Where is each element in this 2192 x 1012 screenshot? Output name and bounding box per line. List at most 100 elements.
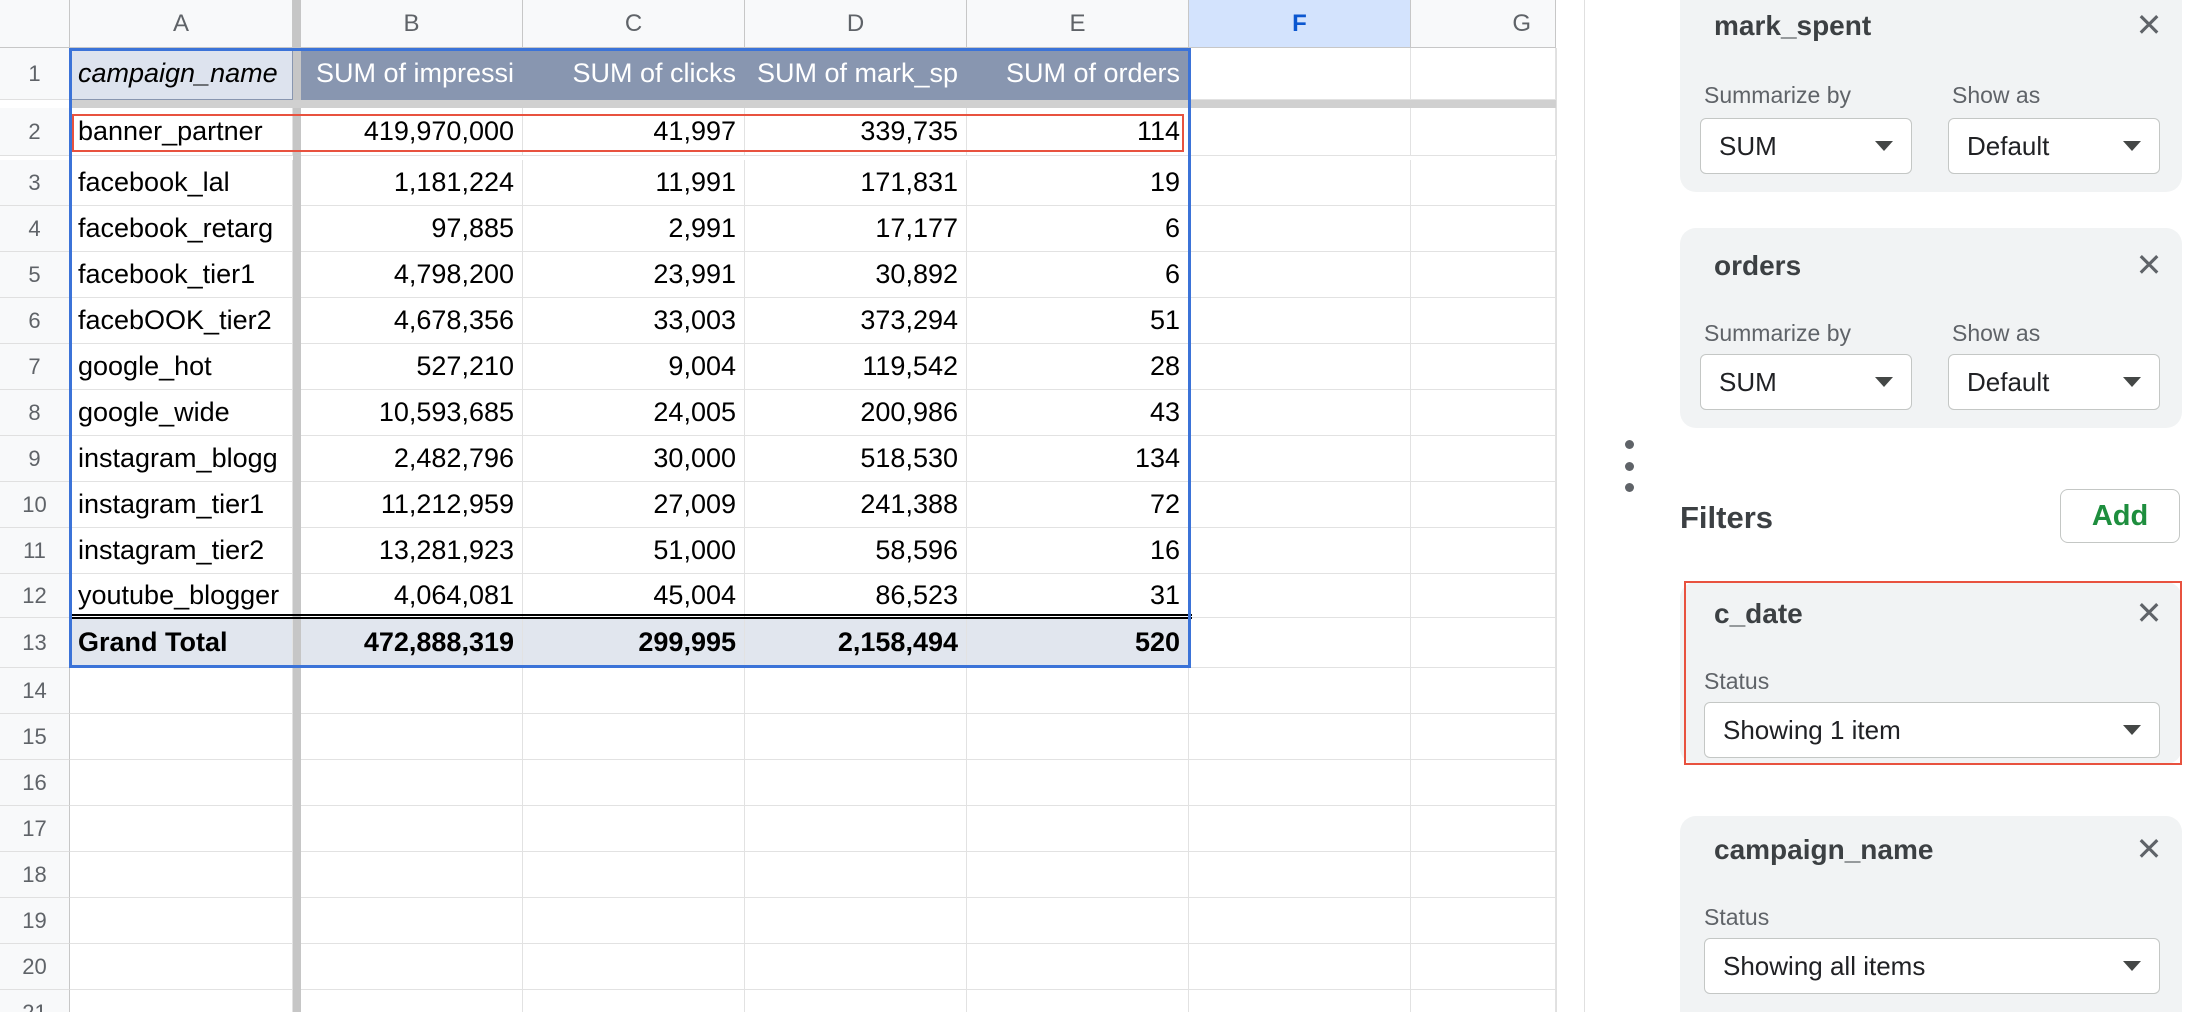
add-filter-button[interactable]: Add xyxy=(2060,489,2180,543)
row-header-5[interactable]: 5 xyxy=(0,252,70,298)
cell[interactable]: 31 xyxy=(967,574,1189,618)
empty-cell[interactable] xyxy=(1189,436,1411,482)
empty-cell[interactable] xyxy=(967,668,1189,714)
cell[interactable]: 16 xyxy=(967,528,1189,574)
row-header-12[interactable]: 12 xyxy=(0,574,70,618)
cell[interactable]: 33,003 xyxy=(523,298,745,344)
select-all-corner[interactable] xyxy=(0,0,70,48)
row-header-1[interactable]: 1 xyxy=(0,48,70,100)
row-header-20[interactable]: 20 xyxy=(0,944,70,990)
cell[interactable]: 339,735 xyxy=(745,108,967,156)
empty-cell[interactable] xyxy=(1411,898,1556,944)
cell[interactable]: campaign_name xyxy=(70,48,293,100)
empty-cell[interactable] xyxy=(1411,344,1556,390)
empty-cell[interactable] xyxy=(1411,390,1556,436)
cell[interactable]: 4,798,200 xyxy=(301,252,523,298)
row-header-2[interactable]: 2 xyxy=(0,108,70,156)
cell[interactable]: facebOOK_tier2 xyxy=(70,298,293,344)
cell[interactable]: 114 xyxy=(967,108,1189,156)
empty-cell[interactable] xyxy=(1189,714,1411,760)
empty-cell[interactable] xyxy=(301,898,523,944)
cell[interactable]: SUM of mark_sp xyxy=(745,48,967,100)
empty-cell[interactable] xyxy=(70,898,293,944)
cell[interactable]: 45,004 xyxy=(523,574,745,618)
cell[interactable]: 28 xyxy=(967,344,1189,390)
column-header-e[interactable]: E xyxy=(967,0,1189,48)
column-header-b[interactable]: B xyxy=(301,0,523,48)
empty-cell[interactable] xyxy=(70,760,293,806)
cell[interactable]: 241,388 xyxy=(745,482,967,528)
cell[interactable]: facebook_lal xyxy=(70,160,293,206)
empty-cell[interactable] xyxy=(1411,668,1556,714)
cell[interactable]: 11,991 xyxy=(523,160,745,206)
cell[interactable]: 24,005 xyxy=(523,390,745,436)
cell[interactable]: 9,004 xyxy=(523,344,745,390)
cell[interactable]: 1,181,224 xyxy=(301,160,523,206)
cell[interactable]: SUM of orders xyxy=(967,48,1189,100)
cell[interactable]: 119,542 xyxy=(745,344,967,390)
spreadsheet-grid[interactable]: A B C D E F G 1 2 3 4 5 6 7 8 9 10 11 12 13 14 15 16 17 1… xyxy=(0,0,1560,1012)
cell[interactable]: 30,000 xyxy=(523,436,745,482)
row-header-13[interactable]: 13 xyxy=(0,618,70,668)
empty-cell[interactable] xyxy=(967,852,1189,898)
row-header-18[interactable]: 18 xyxy=(0,852,70,898)
summarize-by-dropdown[interactable]: SUM xyxy=(1700,118,1912,174)
row-header-15[interactable]: 15 xyxy=(0,714,70,760)
column-header-f[interactable]: F xyxy=(1189,0,1411,48)
row-header-7[interactable]: 7 xyxy=(0,344,70,390)
row-header-4[interactable]: 4 xyxy=(0,206,70,252)
cell[interactable]: youtube_blogger xyxy=(70,574,293,618)
empty-cell[interactable] xyxy=(1411,252,1556,298)
empty-cell[interactable] xyxy=(745,806,967,852)
empty-cell[interactable] xyxy=(301,760,523,806)
cell[interactable]: 23,991 xyxy=(523,252,745,298)
empty-cell[interactable] xyxy=(745,714,967,760)
empty-cell[interactable] xyxy=(1189,344,1411,390)
cell[interactable]: google_wide xyxy=(70,390,293,436)
row-header-16[interactable]: 16 xyxy=(0,760,70,806)
empty-cell[interactable] xyxy=(1411,108,1556,156)
cell[interactable]: facebook_retarg xyxy=(70,206,293,252)
column-header-g[interactable]: G xyxy=(1411,0,1556,48)
cell[interactable]: 13,281,923 xyxy=(301,528,523,574)
empty-cell[interactable] xyxy=(523,668,745,714)
frozen-row-divider[interactable] xyxy=(70,100,1560,108)
cell[interactable]: 58,596 xyxy=(745,528,967,574)
cell[interactable]: 520 xyxy=(967,618,1189,668)
empty-cell[interactable] xyxy=(1189,944,1411,990)
cell[interactable]: banner_partner xyxy=(70,108,293,156)
cell[interactable]: 72 xyxy=(967,482,1189,528)
cell[interactable]: 472,888,319 xyxy=(301,618,523,668)
cell[interactable]: SUM of clicks xyxy=(523,48,745,100)
empty-cell[interactable] xyxy=(967,806,1189,852)
cell[interactable]: 51,000 xyxy=(523,528,745,574)
cell[interactable]: instagram_tier1 xyxy=(70,482,293,528)
empty-cell[interactable] xyxy=(523,990,745,1012)
empty-cell[interactable] xyxy=(1189,574,1411,618)
empty-cell[interactable] xyxy=(967,898,1189,944)
frozen-column-divider[interactable] xyxy=(293,0,301,1012)
empty-cell[interactable] xyxy=(1189,252,1411,298)
empty-cell[interactable] xyxy=(1189,390,1411,436)
empty-cell[interactable] xyxy=(523,714,745,760)
empty-cell[interactable] xyxy=(1189,852,1411,898)
vertical-scrollbar[interactable] xyxy=(1556,48,1560,1012)
empty-cell[interactable] xyxy=(1189,298,1411,344)
row-header-10[interactable]: 10 xyxy=(0,482,70,528)
row-header-14[interactable]: 14 xyxy=(0,668,70,714)
empty-cell[interactable] xyxy=(1411,482,1556,528)
empty-cell[interactable] xyxy=(745,944,967,990)
empty-cell[interactable] xyxy=(70,714,293,760)
empty-cell[interactable] xyxy=(745,760,967,806)
empty-cell[interactable] xyxy=(1411,298,1556,344)
empty-cell[interactable] xyxy=(1411,852,1556,898)
empty-cell[interactable] xyxy=(1189,160,1411,206)
empty-cell[interactable] xyxy=(523,852,745,898)
empty-cell[interactable] xyxy=(301,806,523,852)
empty-cell[interactable] xyxy=(70,668,293,714)
close-icon[interactable]: ✕ xyxy=(2135,831,2163,867)
empty-cell[interactable] xyxy=(523,806,745,852)
empty-cell[interactable] xyxy=(1189,990,1411,1012)
column-header-c[interactable]: C xyxy=(523,0,745,48)
empty-cell[interactable] xyxy=(301,668,523,714)
